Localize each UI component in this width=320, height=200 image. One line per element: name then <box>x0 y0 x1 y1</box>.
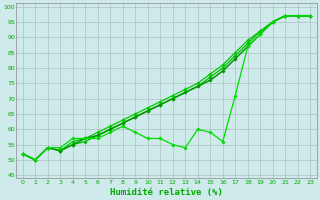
X-axis label: Humidité relative (%): Humidité relative (%) <box>110 188 223 197</box>
